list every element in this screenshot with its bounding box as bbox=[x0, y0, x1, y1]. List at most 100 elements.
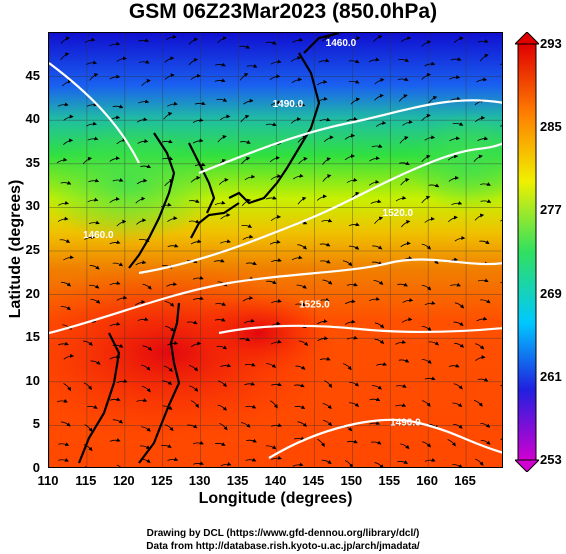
streamline-arrow bbox=[295, 365, 306, 370]
streamline-arrow bbox=[473, 154, 483, 162]
streamline-arrow bbox=[220, 212, 231, 220]
streamline-arrow bbox=[271, 382, 282, 387]
streamline-arrow bbox=[214, 442, 226, 446]
streamline-arrow bbox=[63, 114, 74, 121]
streamline-arrow bbox=[116, 464, 121, 467]
streamline-arrow bbox=[291, 77, 303, 84]
streamline-arrow bbox=[192, 275, 204, 280]
streamline-arrow bbox=[295, 302, 306, 307]
streamline-arrow bbox=[342, 260, 353, 267]
streamline-arrow bbox=[449, 74, 461, 80]
streamline-arrow bbox=[454, 342, 465, 348]
streamline-arrow bbox=[109, 397, 121, 401]
streamline-arrow bbox=[163, 112, 173, 120]
streamline-arrow bbox=[57, 398, 68, 403]
streamline-arrow bbox=[141, 364, 151, 371]
streamline-arrow bbox=[112, 177, 124, 182]
streamline-arrow bbox=[164, 56, 175, 63]
streamline-arrow bbox=[500, 63, 502, 66]
streamline-arrow bbox=[480, 299, 491, 304]
streamline-arrow bbox=[136, 117, 148, 123]
streamline-arrow bbox=[85, 466, 88, 467]
streamline-arrow bbox=[160, 202, 172, 208]
streamline-arrow bbox=[109, 41, 121, 47]
streamline-arrow bbox=[475, 355, 486, 361]
streamline-arrow bbox=[137, 317, 149, 321]
streamline-arrow bbox=[63, 255, 74, 261]
streamline-arrow bbox=[477, 39, 489, 43]
streamline-arrow bbox=[141, 426, 151, 432]
streamline-arrow bbox=[480, 439, 491, 445]
streamline-arrow bbox=[374, 462, 384, 467]
streamline-arrow bbox=[190, 73, 201, 80]
streamline-arrow bbox=[421, 441, 431, 448]
streamline-arrow bbox=[292, 37, 304, 43]
x-axis-label: Longitude (degrees) bbox=[198, 490, 353, 507]
streamline-arrow bbox=[397, 77, 409, 81]
streamline-arrow bbox=[400, 35, 412, 43]
streamline-arrow bbox=[86, 60, 97, 65]
streamline-arrow bbox=[270, 400, 278, 409]
streamline-arrow bbox=[109, 196, 120, 203]
streamline-arrow bbox=[142, 283, 152, 290]
streamline-arrow bbox=[373, 280, 384, 285]
streamline-arrow bbox=[479, 240, 490, 245]
streamline-arrow bbox=[217, 36, 227, 44]
streamline-arrow bbox=[448, 175, 460, 182]
streamline-arrow bbox=[90, 298, 101, 304]
streamline-arrow bbox=[322, 157, 331, 165]
streamline-arrow bbox=[370, 199, 382, 204]
streamline-arrow bbox=[402, 298, 414, 303]
streamline-arrow bbox=[61, 281, 72, 287]
streamline-arrow bbox=[242, 234, 254, 240]
streamline-arrow bbox=[109, 240, 121, 245]
contour-label: 1520.0 bbox=[383, 208, 414, 219]
streamline-arrow bbox=[421, 113, 431, 121]
streamline-arrow bbox=[397, 460, 409, 464]
streamline-arrow bbox=[242, 295, 254, 302]
streamline-arrow bbox=[399, 136, 409, 144]
streamline-arrow bbox=[317, 336, 329, 342]
streamline-arrow bbox=[240, 140, 251, 144]
streamline-arrow bbox=[297, 421, 307, 427]
streamline-arrow bbox=[316, 79, 328, 86]
streamline-arrow bbox=[58, 442, 70, 446]
streamline-arrow bbox=[269, 155, 280, 163]
streamline-arrow bbox=[500, 219, 502, 222]
streamline-arrow bbox=[291, 255, 303, 261]
streamline-arrow bbox=[317, 319, 328, 325]
streamline-arrow bbox=[398, 358, 410, 363]
streamline-arrow bbox=[192, 296, 204, 301]
x-tick-label: 155 bbox=[378, 473, 401, 488]
streamline-arrow bbox=[245, 457, 257, 462]
streamline-arrow bbox=[320, 259, 331, 264]
streamline-arrow bbox=[188, 199, 200, 203]
contour-labels: 1460.0 1490.0 1520.0 1460.0 1525.0 1490.0 bbox=[83, 38, 421, 428]
streamline-arrow bbox=[270, 258, 282, 263]
streamline-arrow bbox=[244, 318, 255, 324]
streamline-arrow bbox=[87, 197, 99, 203]
streamline-arrow bbox=[241, 224, 253, 228]
streamline-arrow bbox=[63, 353, 75, 360]
streamline-arrow bbox=[135, 260, 147, 266]
streamline-arrow bbox=[165, 325, 175, 332]
streamline-arrow bbox=[164, 73, 175, 80]
streamline-arrow bbox=[348, 245, 360, 250]
streamline-arrow bbox=[374, 93, 384, 101]
contour-label: 1490.0 bbox=[390, 417, 421, 428]
streamline-arrow bbox=[449, 136, 460, 142]
streamline-arrow bbox=[63, 383, 72, 392]
streamline-arrow bbox=[239, 72, 249, 81]
map-canvas: 1460.0 1490.0 1520.0 1460.0 1525.0 1490.0 bbox=[49, 33, 502, 467]
warm-core-region-east bbox=[189, 293, 329, 373]
colorbar-tick-label: 261 bbox=[540, 368, 562, 384]
streamline-arrow bbox=[349, 381, 359, 387]
streamline-arrow bbox=[134, 299, 146, 306]
streamline-arrow bbox=[266, 280, 277, 285]
streamline-arrow bbox=[454, 302, 465, 309]
streamline-arrow bbox=[424, 457, 436, 462]
streamline-arrow bbox=[214, 200, 226, 206]
streamline-arrow bbox=[246, 438, 257, 443]
y-tick-label: 40 bbox=[25, 111, 40, 127]
streamline-arrow bbox=[136, 218, 147, 225]
